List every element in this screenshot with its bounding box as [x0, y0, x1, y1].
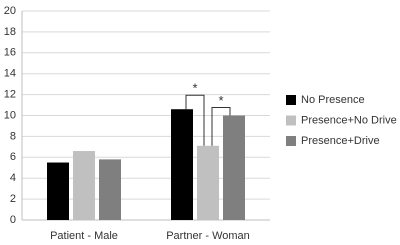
bar: [223, 115, 245, 220]
significance-bracket: [211, 107, 231, 146]
bar: [197, 145, 219, 220]
annotation: *: [218, 93, 223, 108]
legend-label: Presence+No Drive: [301, 114, 397, 126]
annotation: *: [192, 81, 197, 96]
legend-swatch: [286, 136, 296, 146]
x-tick-label: Partner - Woman: [166, 230, 250, 242]
y-tick-label: 8: [10, 130, 16, 142]
y-tick-label: 18: [4, 26, 16, 38]
y-tick-label: 16: [4, 47, 16, 59]
bar: [171, 109, 193, 220]
y-tick-label: 4: [10, 172, 16, 184]
bar: [99, 159, 121, 220]
legend-swatch: [286, 115, 296, 126]
y-tick-label: 0: [10, 214, 16, 226]
legend-swatch: [286, 95, 296, 105]
y-tick-label: 6: [10, 151, 16, 163]
y-tick-label: 12: [4, 89, 16, 101]
bar: [47, 162, 69, 220]
y-tick-label: 2: [10, 193, 16, 205]
legend-label: Presence+Drive: [301, 135, 380, 147]
bar: [73, 151, 95, 220]
x-tick-label: Patient - Male: [50, 230, 118, 242]
y-tick-label: 14: [4, 68, 16, 80]
y-tick-label: 20: [4, 5, 16, 17]
y-tick-label: 10: [4, 109, 16, 121]
legend-label: No Presence: [301, 94, 365, 106]
significance-bracket: [185, 94, 205, 146]
